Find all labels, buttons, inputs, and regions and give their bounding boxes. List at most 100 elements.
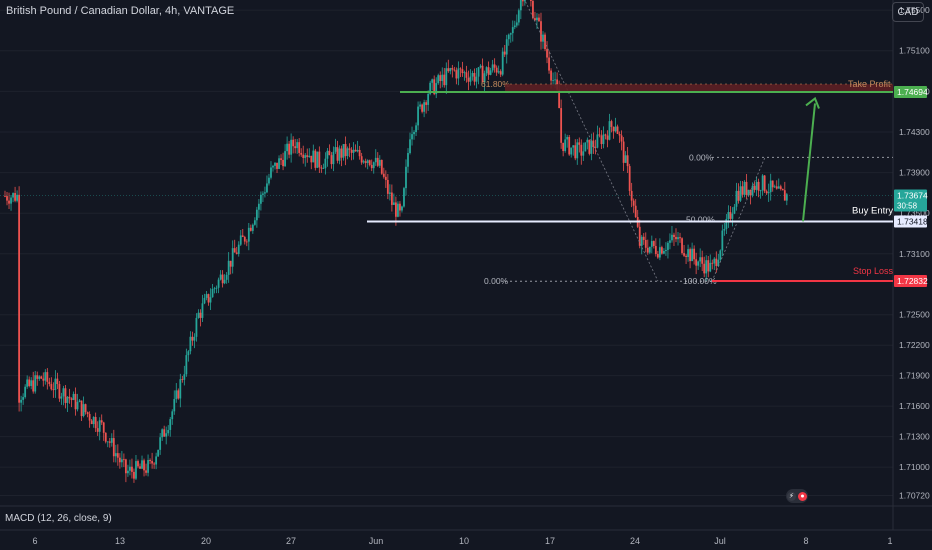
candle-body	[159, 437, 162, 450]
buy-entry-label: Buy Entry	[852, 206, 893, 217]
candle-body	[44, 372, 47, 381]
candle-body	[153, 463, 156, 465]
candle-body	[82, 404, 85, 417]
candle-body	[320, 167, 323, 169]
candle-body	[469, 76, 472, 82]
candle-body	[530, 0, 532, 1]
fib-label: 100.00%	[683, 276, 717, 286]
projection-arrow-head	[805, 96, 820, 109]
lightning-icon[interactable]: ⚡	[787, 491, 796, 501]
candle-body	[348, 148, 351, 150]
candle-body	[709, 262, 712, 272]
candle-body	[38, 376, 41, 379]
candle-body	[632, 200, 635, 206]
price-axis-tick: 1.70720	[899, 491, 930, 501]
candle-body	[511, 27, 514, 34]
candle-body	[266, 183, 268, 193]
candle-body	[723, 228, 726, 231]
candle-body	[445, 68, 448, 86]
candle-body	[157, 449, 160, 457]
candle-body	[270, 167, 272, 178]
candle-body	[306, 155, 309, 158]
candle-body	[209, 297, 212, 303]
candle-body	[590, 140, 593, 154]
candle-body	[326, 150, 329, 159]
time-axis-tick: 17	[545, 536, 555, 546]
candle-body	[604, 134, 607, 136]
candle-body	[519, 0, 522, 11]
candle-body	[354, 149, 357, 152]
candle-body	[282, 159, 284, 167]
candle-body	[441, 74, 444, 81]
candle-body	[749, 189, 752, 196]
candle-body	[161, 429, 164, 438]
fib-trend-line	[524, 0, 659, 282]
fib-label: 61.80%	[481, 79, 510, 89]
candle-body	[360, 156, 363, 163]
candle-body	[278, 158, 280, 169]
candle-body	[227, 260, 230, 275]
candle-body	[620, 135, 623, 142]
candle-body	[479, 65, 482, 68]
candle-body	[155, 456, 158, 465]
replay-widget[interactable]: ⚡ ●	[786, 489, 808, 503]
candle-body	[713, 258, 716, 264]
candle-body	[505, 39, 508, 55]
candle-body	[606, 135, 609, 140]
candle-body	[413, 132, 415, 135]
price-axis-tick: 1.71600	[899, 401, 930, 411]
candle-body	[122, 459, 125, 461]
candle-body	[463, 72, 466, 74]
candle-body	[564, 139, 567, 152]
candle-body	[538, 17, 540, 22]
candle-body	[183, 374, 186, 380]
candle-body	[739, 186, 742, 201]
take-profit-zone	[505, 84, 893, 92]
candle-body	[346, 148, 349, 157]
candle-body	[358, 149, 361, 157]
candle-body	[213, 288, 216, 290]
macd-indicator-label[interactable]: MACD (12, 26, close, 9)	[5, 513, 112, 524]
candle-body	[215, 287, 218, 289]
candle-body	[419, 104, 421, 107]
candle-body	[114, 453, 117, 457]
candle-body	[207, 294, 210, 303]
time-axis-tick: 1	[887, 536, 892, 546]
candle-body	[229, 260, 232, 267]
currency-selector[interactable]: CAD	[892, 2, 924, 22]
candle-body	[415, 125, 417, 133]
candle-body	[334, 147, 337, 152]
record-icon[interactable]: ●	[798, 491, 807, 501]
candle-body	[223, 279, 226, 284]
candle-body	[54, 378, 57, 391]
candle-body	[382, 173, 385, 177]
fib-label: 0.00%	[689, 152, 714, 162]
candle-body	[725, 218, 728, 229]
candle-body	[566, 137, 569, 140]
time-axis-tick: 24	[630, 536, 640, 546]
candle-body	[28, 379, 31, 386]
candle-body	[6, 196, 8, 201]
candle-body	[135, 461, 137, 479]
candle-body	[403, 188, 405, 207]
candle-body	[92, 416, 95, 425]
candle-body	[52, 389, 55, 391]
candle-body	[640, 236, 643, 246]
candle-body	[634, 205, 637, 218]
take-profit-label: Take Profit	[848, 79, 891, 89]
candle-body	[197, 312, 200, 318]
buy-entry-price-badge-text: 1.73418	[897, 217, 928, 227]
candle-body	[72, 393, 75, 400]
price-axis-tick: 1.72200	[899, 340, 930, 350]
candle-body	[8, 200, 10, 204]
candle-body	[453, 69, 456, 71]
current-price-badge	[894, 189, 927, 212]
candle-body	[257, 203, 260, 210]
candle-body	[340, 148, 343, 158]
price-axis-tick: 1.75100	[899, 46, 930, 56]
candle-body	[717, 259, 720, 267]
candle-body	[783, 190, 786, 201]
symbol-title[interactable]: British Pound / Canadian Dollar, 4h, VAN…	[6, 5, 235, 17]
candle-body	[147, 460, 149, 473]
